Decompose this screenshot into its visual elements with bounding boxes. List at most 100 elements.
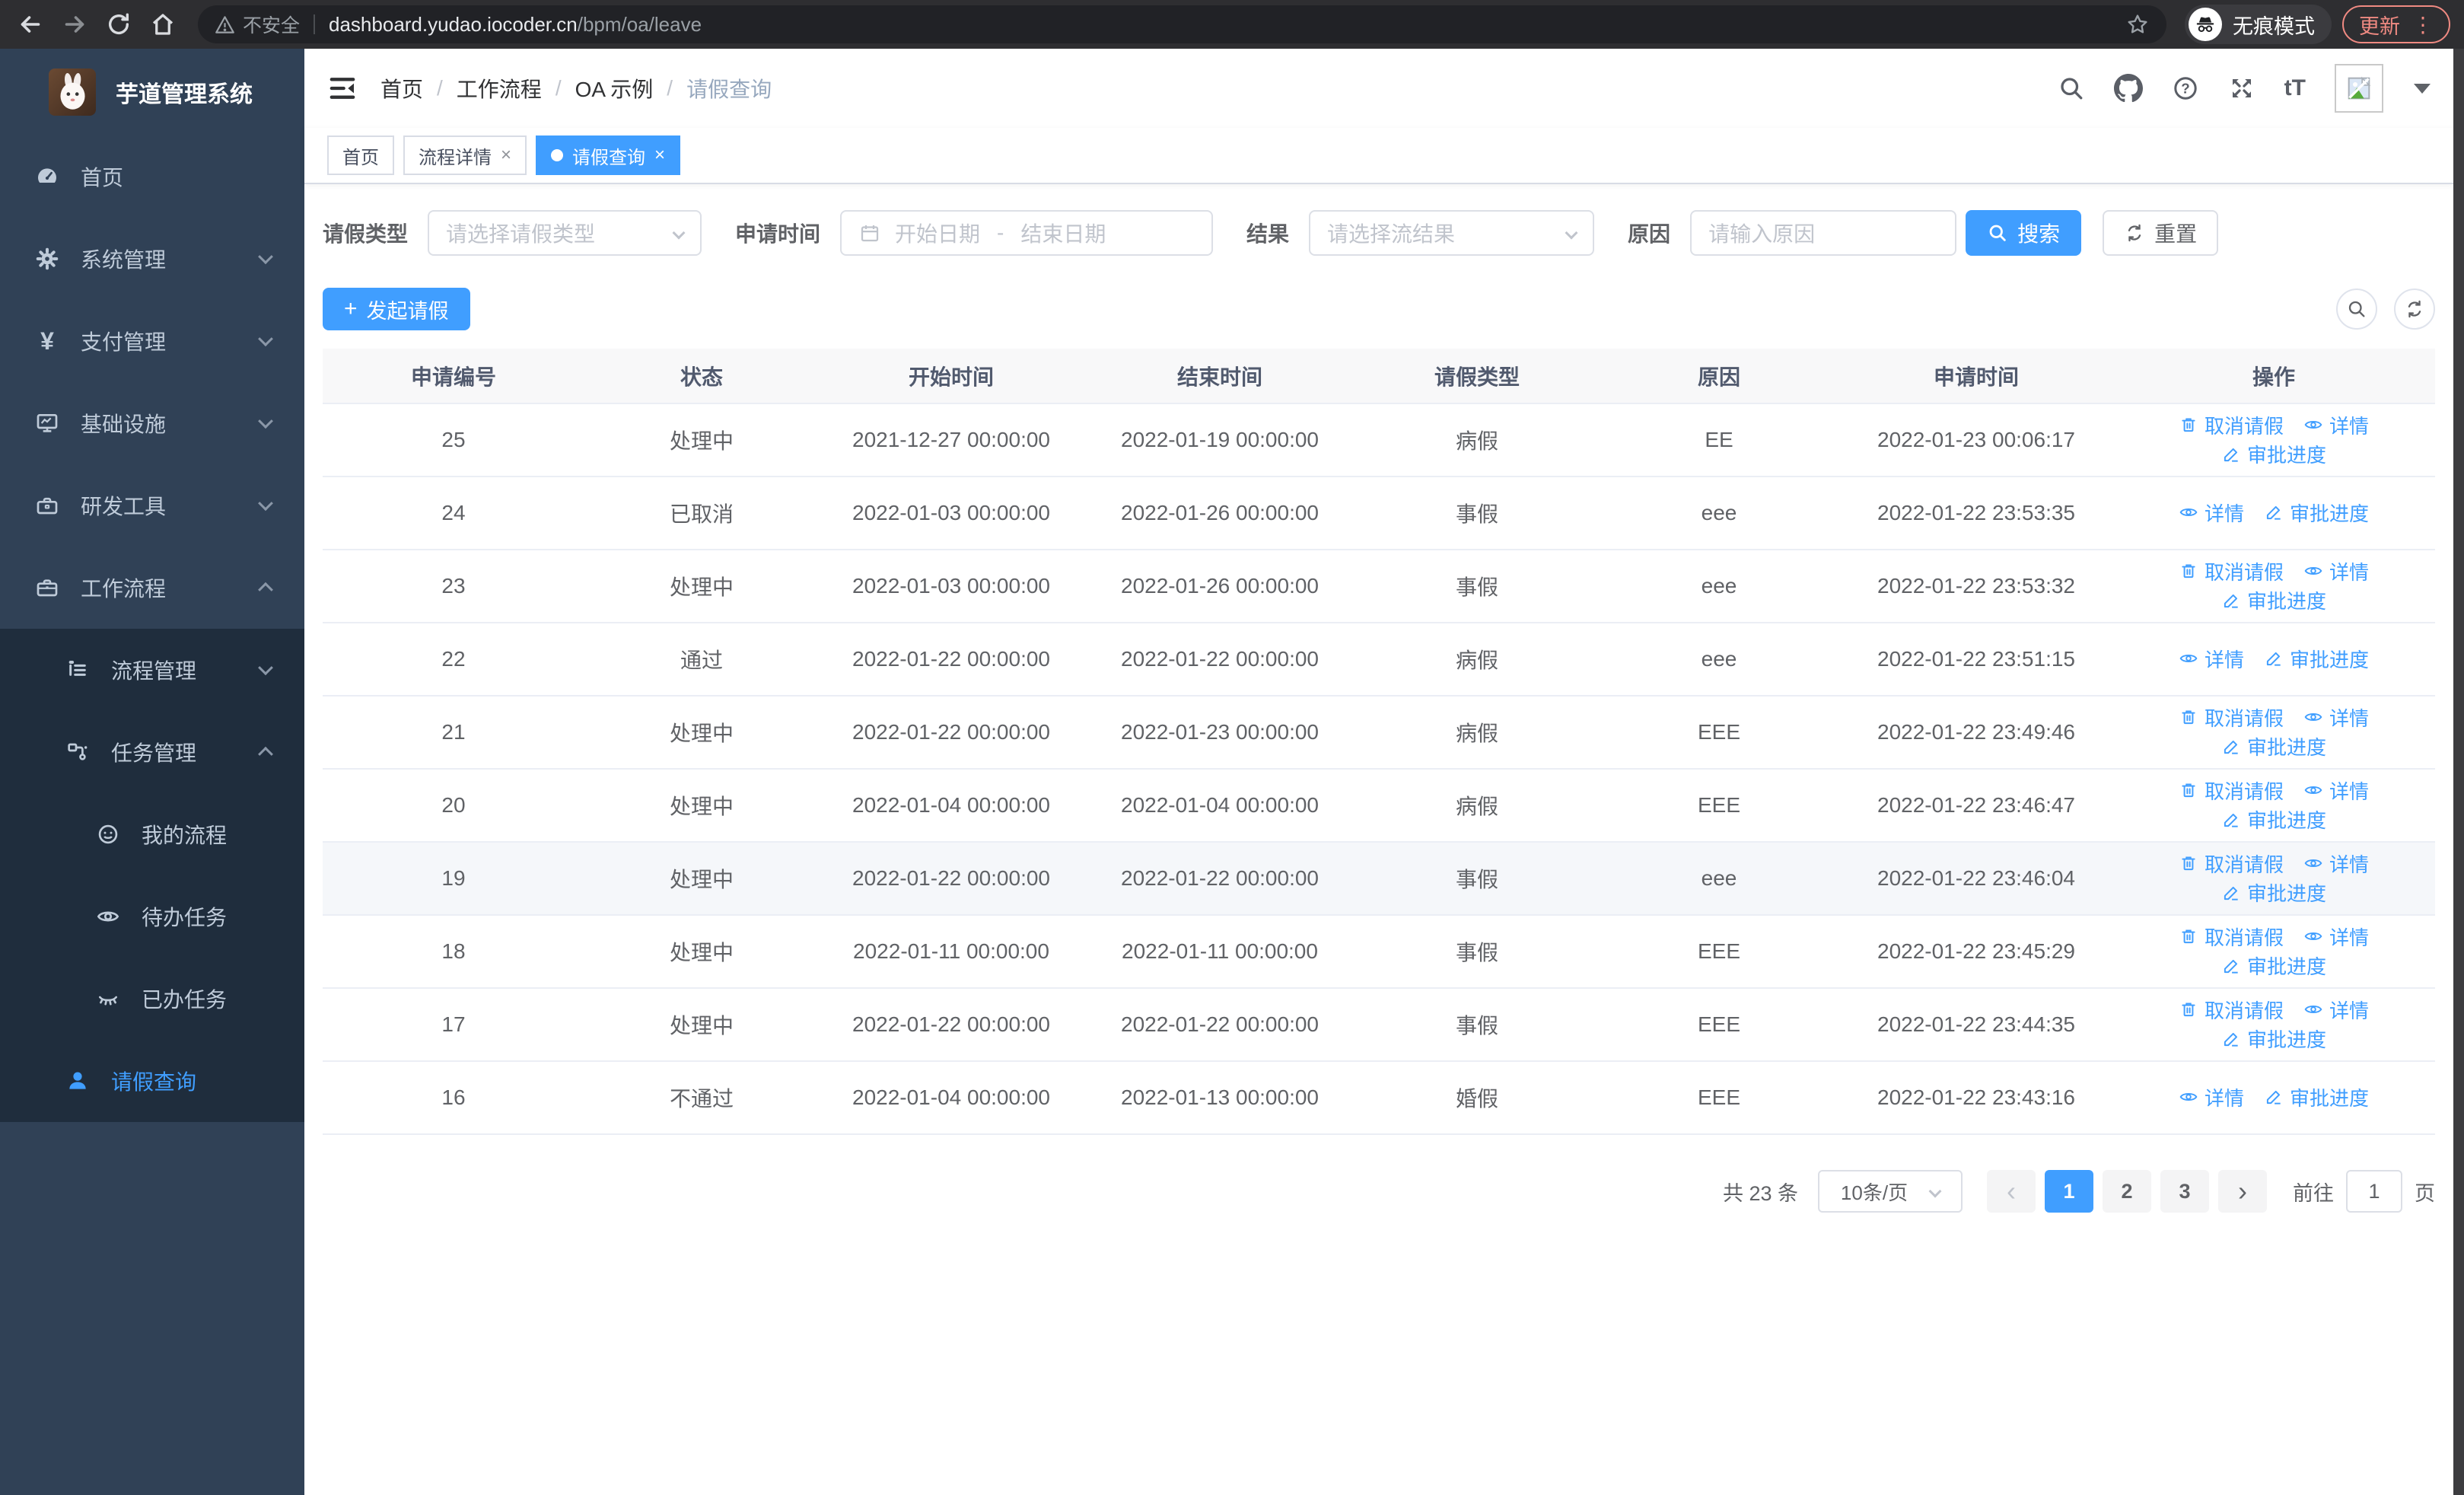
sidebar-item-my-processes[interactable]: 我的流程	[0, 793, 304, 875]
approval-progress-label: 审批进度	[2246, 882, 2326, 905]
approval-progress-link[interactable]: 审批进度	[2264, 499, 2369, 527]
cancel-leave-link[interactable]: 取消请假	[2179, 850, 2284, 878]
create-leave-button[interactable]: + 发起请假	[323, 288, 470, 330]
goto-page-input[interactable]: 1	[2346, 1170, 2402, 1213]
tab-leave-query[interactable]: 请假查询 ×	[536, 135, 681, 175]
page-scrollbar[interactable]	[2453, 49, 2464, 1495]
browser-home-button[interactable]	[146, 8, 180, 41]
approval-progress-link[interactable]: 审批进度	[2221, 586, 2326, 614]
sidebar-collapse-button[interactable]	[327, 73, 358, 104]
sidebar-item-payment-management[interactable]: ¥ 支付管理	[0, 300, 304, 382]
bookmark-star-button[interactable]	[2125, 12, 2150, 37]
sidebar-item-dev-tools[interactable]: 研发工具	[0, 464, 304, 547]
cancel-leave-link[interactable]: 取消请假	[2179, 923, 2284, 951]
detail-link[interactable]: 详情	[2179, 645, 2244, 673]
incognito-badge: 无痕模式	[2185, 5, 2332, 44]
refresh-table-button[interactable]	[2394, 288, 2435, 330]
avatar-caret-down-icon[interactable]	[2414, 83, 2431, 94]
sidebar-item-home[interactable]: 首页	[0, 135, 304, 218]
sidebar-item-infrastructure[interactable]: 基础设施	[0, 382, 304, 464]
start-date-placeholder: 开始日期	[895, 222, 981, 246]
cancel-leave-link[interactable]: 取消请假	[2179, 996, 2284, 1024]
branch-tree-icon	[64, 740, 91, 764]
reason-input[interactable]: 请输入原因	[1690, 210, 1957, 256]
cell-start-time: 2022-01-04 00:00:00	[819, 769, 1084, 843]
app-logo[interactable]: 芋道管理系统	[0, 49, 304, 135]
breadcrumb: 首页 / 工作流程 / OA 示例 / 请假查询	[380, 73, 772, 104]
cell-status: 通过	[584, 623, 819, 696]
detail-link[interactable]: 详情	[2179, 1083, 2244, 1111]
approval-progress-link[interactable]: 审批进度	[2264, 1083, 2369, 1111]
search-button[interactable]: 搜索	[1966, 210, 2082, 256]
cell-apply-id: 21	[323, 696, 584, 770]
sidebar-item-done-tasks[interactable]: 已办任务	[0, 958, 304, 1040]
browser-reload-button[interactable]	[102, 8, 135, 41]
sidebar-item-system-management[interactable]: 系统管理	[0, 218, 304, 300]
detail-link[interactable]: 详情	[2303, 411, 2369, 439]
github-link[interactable]	[2113, 74, 2143, 103]
approval-progress-link[interactable]: 审批进度	[2221, 805, 2326, 834]
search-icon	[1989, 225, 2006, 241]
sidebar-item-leave-query[interactable]: 请假查询	[0, 1040, 304, 1122]
date-range-picker[interactable]: 开始日期 - 结束日期	[840, 210, 1214, 256]
gear-icon	[33, 247, 61, 271]
calendar-icon	[861, 225, 879, 242]
prev-page-button[interactable]: ‹	[1987, 1170, 2036, 1213]
user-avatar[interactable]	[2335, 64, 2383, 113]
next-page-button[interactable]: ›	[2218, 1170, 2267, 1213]
page-button-3[interactable]: 3	[2160, 1170, 2209, 1213]
breadcrumb-workflow[interactable]: 工作流程	[456, 78, 542, 101]
detail-link[interactable]: 详情	[2179, 499, 2244, 527]
fullscreen-button[interactable]	[2228, 75, 2255, 102]
sidebar-item-process-management[interactable]: 流程管理	[0, 629, 304, 711]
eye-icon	[2179, 655, 2198, 663]
page-button-2[interactable]: 2	[2103, 1170, 2151, 1213]
refresh-icon	[2128, 224, 2141, 242]
approval-progress-link[interactable]: 审批进度	[2221, 1025, 2326, 1053]
leave-type-select[interactable]: 请选择请假类型	[428, 210, 702, 256]
browser-forward-button[interactable]	[58, 8, 91, 41]
detail-link[interactable]: 详情	[2303, 996, 2369, 1024]
detail-link[interactable]: 详情	[2303, 850, 2369, 878]
reset-button[interactable]: 重置	[2103, 210, 2219, 256]
browser-update-button[interactable]: 更新 ⋮	[2342, 5, 2450, 43]
font-size-button[interactable]: tT	[2284, 75, 2306, 100]
tab-close-icon[interactable]: ×	[501, 145, 512, 165]
detail-link[interactable]: 详情	[2303, 557, 2369, 585]
chevron-down-icon	[672, 226, 686, 240]
cancel-leave-link[interactable]: 取消请假	[2179, 411, 2284, 439]
sidebar-item-workflow[interactable]: 工作流程	[0, 547, 304, 629]
browser-back-button[interactable]	[14, 8, 47, 41]
approval-progress-link[interactable]: 审批进度	[2221, 878, 2326, 907]
sidebar-item-todo-tasks[interactable]: 待办任务	[0, 875, 304, 958]
tab-home[interactable]: 首页	[327, 135, 394, 175]
cancel-leave-link[interactable]: 取消请假	[2179, 776, 2284, 805]
result-select[interactable]: 请选择流结果	[1309, 210, 1595, 256]
detail-link[interactable]: 详情	[2303, 923, 2369, 951]
tab-process-detail[interactable]: 流程详情 ×	[403, 135, 527, 175]
browser-menu-icon[interactable]: ⋮	[2412, 12, 2434, 37]
tab-close-icon[interactable]: ×	[654, 145, 666, 165]
approval-progress-link[interactable]: 审批进度	[2221, 732, 2326, 760]
detail-link[interactable]: 详情	[2303, 776, 2369, 805]
cell-apply-time: 2022-01-22 23:44:35	[1840, 988, 2112, 1062]
breadcrumb-oa-example[interactable]: OA 示例	[575, 78, 654, 101]
page-button-1[interactable]: 1	[2045, 1170, 2093, 1213]
sidebar-item-task-management[interactable]: 任务管理	[0, 711, 304, 793]
address-bar[interactable]: 不安全 dashboard.yudao.iocoder.cn/bpm/oa/le…	[198, 5, 2166, 43]
cancel-leave-link[interactable]: 取消请假	[2179, 557, 2284, 585]
cell-apply-id: 16	[323, 1061, 584, 1135]
breadcrumb-current: 请假查询	[686, 78, 772, 101]
help-button[interactable]: ?	[2172, 75, 2199, 102]
approval-progress-link[interactable]: 审批进度	[2264, 645, 2369, 673]
detail-link[interactable]: 详情	[2303, 703, 2369, 732]
header-search-button[interactable]	[2058, 75, 2085, 102]
approval-progress-link[interactable]: 审批进度	[2221, 952, 2326, 980]
cancel-leave-link[interactable]: 取消请假	[2179, 703, 2284, 732]
show-search-toggle-button[interactable]	[2336, 288, 2377, 330]
page-size-select[interactable]: 10条/页	[1818, 1170, 1963, 1213]
cell-leave-type: 事假	[1356, 842, 1598, 916]
approval-progress-link[interactable]: 审批进度	[2221, 440, 2326, 468]
breadcrumb-home[interactable]: 首页	[380, 78, 424, 101]
search-button-label: 搜索	[2017, 222, 2061, 246]
